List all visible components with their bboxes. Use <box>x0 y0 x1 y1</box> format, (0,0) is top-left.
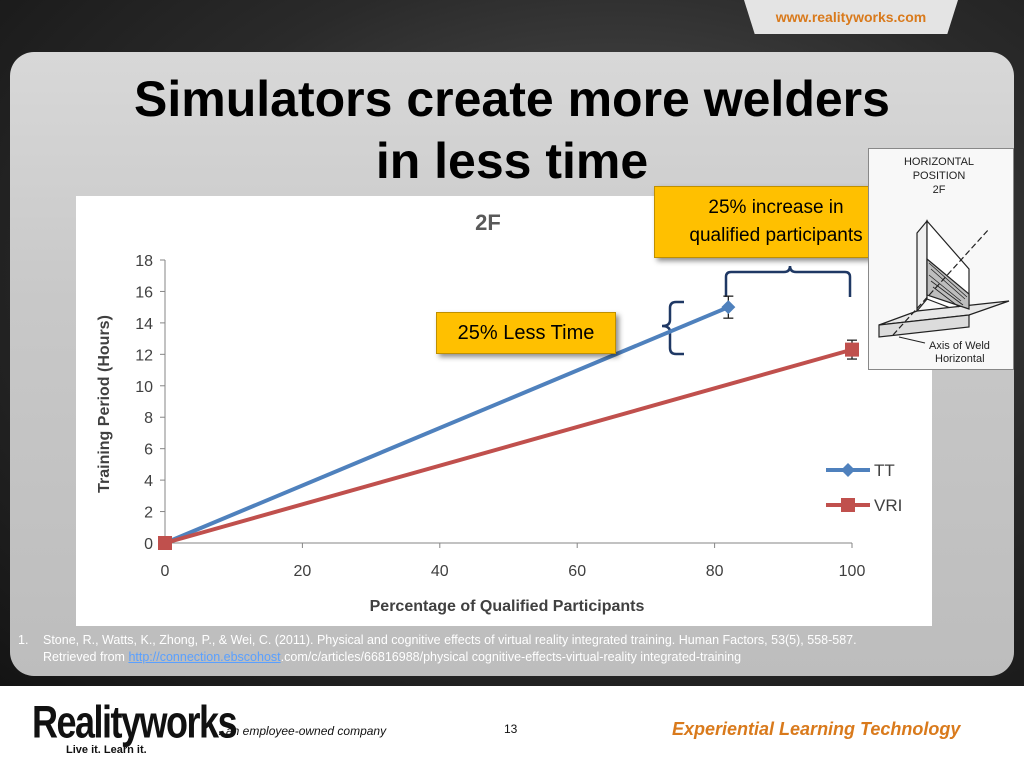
legend-marker-tt <box>841 463 855 477</box>
y-tick-label: 18 <box>135 253 153 270</box>
x-tick-label: 0 <box>161 563 170 580</box>
y-tick-label: 6 <box>144 442 153 459</box>
footnote-link-rest: .com/c/articles/66816988/physical cognit… <box>280 650 742 664</box>
legend-marker-vri <box>841 498 855 512</box>
weld-figure-heading-1: HORIZONTAL <box>904 156 974 168</box>
y-tick-label: 16 <box>135 284 153 301</box>
y-axis-label: Training Period (Hours) <box>96 315 113 493</box>
legend-label-vri: VRI <box>874 496 902 515</box>
y-tick-label: 14 <box>135 316 153 333</box>
footnote-number: 1. <box>18 633 29 647</box>
x-tick-label: 100 <box>839 563 866 580</box>
footnote-retrieved-prefix: Retrieved from <box>43 650 129 664</box>
horizontal-weld-figure: HORIZONTAL POSITION 2F Axis of Weld Hori… <box>868 148 1014 370</box>
slide-title: Simulators create more welders in less t… <box>40 68 984 192</box>
chart-area: 2F 0 2 4 6 8 10 12 14 16 18 0 20 40 60 80 100 TT VRI Per… <box>76 196 932 626</box>
y-tick-label: 8 <box>144 410 153 427</box>
y-tick-label: 2 <box>144 505 153 522</box>
weld-figure-caption-1: Axis of Weld <box>929 340 990 352</box>
x-tick-label: 40 <box>431 563 449 580</box>
line-chart: 2F 0 2 4 6 8 10 12 14 16 18 0 20 40 60 80 100 TT VRI Per… <box>96 210 902 615</box>
fillet-weld-drawing <box>878 219 1010 344</box>
y-tick-label: 4 <box>144 473 153 490</box>
citation-footnote: 1. Stone, R., Watts, K., Zhong, P., & We… <box>8 632 1008 666</box>
data-point-vri <box>845 342 859 357</box>
x-tick-label: 60 <box>568 563 586 580</box>
weld-figure-heading-3: 2F <box>933 184 946 196</box>
footnote-line-2: Retrieved from http://connection.ebscoho… <box>43 649 1008 666</box>
footer: Realityworks Live it. Learn it. …an empl… <box>0 686 1024 768</box>
y-tick-label: 0 <box>144 536 153 553</box>
chart-title: 2F <box>475 210 501 235</box>
increase-callout-line-1: 25% increase in <box>708 197 844 218</box>
y-tick-label: 10 <box>135 379 153 396</box>
increase-callout-line-2: qualified participants <box>689 225 863 246</box>
x-tick-label: 20 <box>294 563 312 580</box>
website-url[interactable]: www.realityworks.com <box>775 9 927 25</box>
slide-title-line-2: in less time <box>375 133 649 189</box>
company-tagline: …an employee-owned company <box>214 724 387 738</box>
series-line-vri <box>164 347 853 545</box>
page-number: 13 <box>504 722 518 736</box>
legend-label-tt: TT <box>874 461 895 480</box>
x-axis-label: Percentage of Qualified Participants <box>370 598 645 615</box>
increase-bracket <box>724 265 852 297</box>
less-time-callout: 25% Less Time <box>436 312 616 354</box>
experiential-learning-tagline: Experiential Learning Technology <box>672 719 961 739</box>
data-point-tt <box>721 300 736 315</box>
weld-figure-caption-2: Horizontal <box>935 353 985 365</box>
x-tick-label: 80 <box>706 563 724 580</box>
less-time-callout-text: 25% Less Time <box>457 321 595 344</box>
weld-figure-heading-2: POSITION <box>913 170 966 182</box>
logo-tagline: Live it. Learn it. <box>66 744 147 756</box>
series-line-tt <box>164 305 730 545</box>
data-point-vri <box>158 536 172 550</box>
logo-wordmark: Realityworks <box>32 696 238 748</box>
slide-title-line-1: Simulators create more welders <box>134 71 890 127</box>
footnote-line-1: Stone, R., Watts, K., Zhong, P., & Wei, … <box>43 633 857 647</box>
less-time-bracket <box>661 300 684 356</box>
realityworks-logo: Realityworks Live it. Learn it. <box>32 696 238 756</box>
y-tick-label: 12 <box>135 347 153 364</box>
citation-link[interactable]: http://connection.ebscohost <box>128 650 281 664</box>
increase-callout: 25% increase in qualified participants <box>654 186 898 258</box>
url-tab[interactable]: www.realityworks.com <box>744 0 958 34</box>
